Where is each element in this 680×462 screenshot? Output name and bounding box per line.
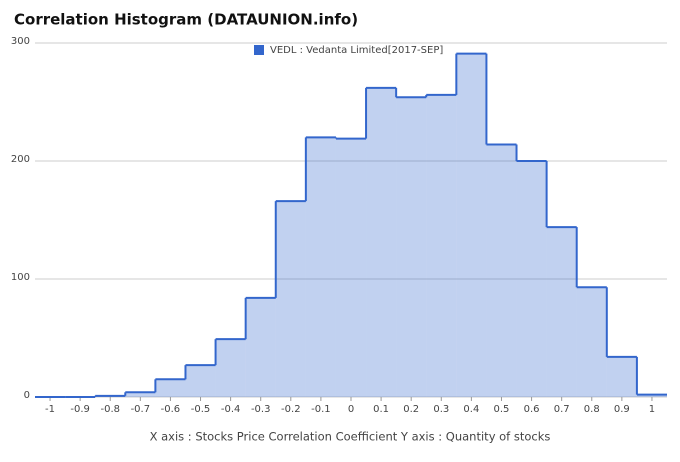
bar [546,227,577,397]
bar [275,201,306,397]
bar [125,392,156,397]
x-tick-label: 1 [649,404,655,415]
x-tick-label: 0.4 [463,404,479,415]
x-tick-label: -0.4 [221,404,241,415]
x-tick-label: -0.8 [100,404,120,415]
legend-swatch [254,45,264,55]
x-tick-label: -0.9 [70,404,90,415]
x-tick-label: 0.8 [584,404,600,415]
x-axis-label: X axis : Stocks Price Correlation Coeffi… [150,430,551,444]
bar [426,94,457,398]
x-tick-label: -0.6 [161,404,181,415]
x-tick-label: 0.6 [524,404,540,415]
x-tick-label: -0.7 [131,404,151,415]
x-tick-label: -0.2 [281,404,301,415]
x-tick-label: 0.2 [403,404,419,415]
x-tick-label: 0.7 [554,404,570,415]
x-tick-label: 0 [348,404,354,415]
x-tick-label: 0.5 [494,404,510,415]
bar [366,87,397,397]
bar [486,144,517,397]
bar [155,379,186,397]
x-tick-label: -0.3 [251,404,271,415]
bar [576,287,607,397]
bar [245,297,276,397]
bar [396,97,427,397]
bar [335,138,367,397]
y-tick-label: 300 [11,36,30,47]
y-tick-label: 100 [11,272,30,283]
y-tick-label: 200 [11,154,30,165]
legend-label: VEDL : Vedanta Limited[2017-SEP] [270,45,443,56]
bar [215,339,246,397]
chart-title: Correlation Histogram (DATAUNION.info) [14,11,358,29]
bar [636,394,667,397]
bar [516,161,547,397]
x-tick-label: 0.1 [373,404,389,415]
x-tick-label: -0.5 [191,404,211,415]
bar [456,53,487,398]
bar [185,365,216,397]
x-tick-label: -0.1 [311,404,331,415]
y-tick-label: 0 [24,390,30,401]
x-tick-label: -1 [45,404,55,415]
bar [606,356,637,397]
bar [305,137,336,397]
x-tick-label: 0.3 [433,404,449,415]
x-tick-label: 0.9 [614,404,630,415]
